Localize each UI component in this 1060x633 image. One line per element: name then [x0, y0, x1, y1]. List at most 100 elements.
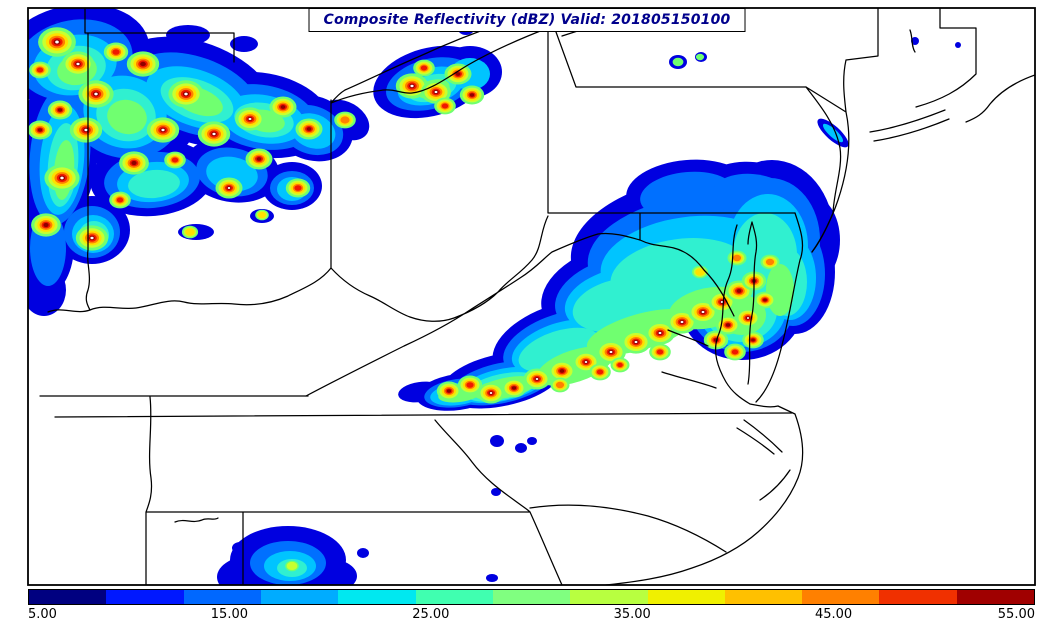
- radar-cell-core: [658, 331, 662, 335]
- radar-cell-core: [90, 236, 94, 240]
- radar-reflectivity-layer: [28, 8, 961, 585]
- radar-cell-ring: [511, 386, 517, 390]
- radar-cell-core: [701, 310, 705, 314]
- radar-cell-ring: [617, 362, 623, 368]
- radar-blob: [128, 169, 180, 199]
- radar-cell-ring: [441, 103, 449, 109]
- radar-cell-ring: [185, 228, 195, 236]
- radar-blob: [515, 443, 527, 453]
- colorbar-segment: [492, 590, 571, 604]
- radar-cell-ring: [286, 561, 298, 571]
- radar-cell-core: [55, 40, 59, 44]
- radar-cell-ring: [732, 254, 742, 262]
- radar-blob: [955, 42, 961, 48]
- colorbar-tick-label: 35.00: [613, 607, 651, 622]
- radar-blob: [486, 574, 498, 582]
- colorbar-segment: [415, 590, 493, 604]
- colorbar-segment: [802, 590, 880, 604]
- radar-cell-core: [680, 320, 684, 324]
- radar-cell-ring: [555, 381, 565, 389]
- radar-cell-ring: [340, 116, 350, 124]
- colorbar-segment: [338, 590, 416, 604]
- radar-cell-ring: [36, 67, 44, 73]
- colorbar-segment: [724, 590, 803, 604]
- radar-cell-ring: [140, 61, 146, 67]
- radar-blob: [911, 37, 919, 45]
- radar-cell-ring: [37, 128, 43, 132]
- plot-title: Composite Reflectivity (dBZ) Valid: 2018…: [323, 12, 731, 28]
- colorbar: [28, 589, 1035, 605]
- radar-cell-core: [184, 92, 188, 96]
- radar-blob: [230, 36, 258, 52]
- colorbar-segment: [956, 590, 1035, 604]
- radar-cell-core: [720, 301, 724, 303]
- radar-blob: [232, 542, 248, 554]
- radar-cell-ring: [306, 127, 312, 131]
- radar-cell-ring: [672, 57, 684, 67]
- radar-cell-core: [609, 350, 613, 354]
- border-ohio-river-appalachia: [47, 215, 735, 397]
- colorbar-tick-label: 55.00: [997, 607, 1035, 622]
- radar-cell-core: [60, 176, 64, 180]
- radar-cell-ring: [695, 268, 705, 276]
- radar-cell-ring: [656, 349, 664, 355]
- radar-cell-core: [584, 361, 588, 363]
- radar-cell-ring: [695, 53, 705, 61]
- radar-cell-ring: [256, 157, 262, 161]
- radar-cell-core: [248, 117, 252, 121]
- radar-cell-ring: [751, 338, 755, 342]
- state-borders: [39, 8, 1035, 585]
- radar-cell-ring: [446, 389, 452, 393]
- radar-blob: [640, 171, 736, 221]
- border-midwest-lines: [84, 8, 807, 311]
- radar-cell-ring: [258, 211, 266, 219]
- colorbar-tick-label: 15.00: [210, 607, 248, 622]
- radar-cell-core: [76, 62, 80, 66]
- colorbar-segment: [29, 590, 107, 604]
- radar-cell-ring: [596, 369, 604, 375]
- colorbar-segment: [647, 590, 725, 604]
- radar-cell-ring: [280, 105, 286, 109]
- radar-cell-ring: [57, 108, 63, 112]
- radar-cell-core: [489, 392, 493, 394]
- colorbar-tick-label: 25.00: [412, 607, 450, 622]
- radar-cell-core: [212, 132, 216, 136]
- radar-cell-ring: [469, 93, 475, 97]
- radar-cell-ring: [725, 323, 731, 327]
- radar-cell-ring: [731, 349, 739, 355]
- radar-blob: [338, 567, 356, 579]
- colorbar-segment: [570, 590, 648, 604]
- radar-blob: [107, 99, 147, 135]
- colorbar-segment: [260, 590, 339, 604]
- radar-blob: [357, 548, 369, 558]
- radar-cell-ring: [763, 298, 767, 302]
- radar-cell-core: [161, 128, 165, 132]
- border-south-lines: [39, 395, 793, 585]
- radar-cell-ring: [466, 382, 474, 388]
- radar-blob: [822, 123, 844, 143]
- radar-cell-core: [84, 128, 88, 132]
- radar-cell-ring: [43, 222, 49, 228]
- radar-cell-ring: [131, 160, 137, 166]
- radar-cell-ring: [171, 157, 179, 163]
- radar-cell-core: [94, 92, 98, 96]
- radar-blob: [491, 488, 501, 496]
- radar-cell-ring: [420, 65, 428, 71]
- radar-blob: [166, 25, 210, 45]
- radar-cell-ring: [736, 289, 742, 293]
- radar-cell-ring: [116, 197, 124, 203]
- border-northeast-lines: [805, 8, 1035, 253]
- border-great-lakes: [330, 8, 683, 104]
- radar-cell-core: [434, 90, 438, 94]
- radar-blob: [490, 435, 504, 447]
- radar-cell-ring: [455, 72, 461, 76]
- colorbar-segment: [183, 590, 261, 604]
- title-box: Composite Reflectivity (dBZ) Valid: 2018…: [308, 8, 746, 32]
- radar-blob: [527, 437, 537, 445]
- radar-cell-core: [634, 340, 638, 344]
- radar-cell-ring: [559, 369, 565, 373]
- radar-cell-core: [227, 187, 231, 189]
- radar-cell-core: [535, 378, 539, 380]
- colorbar-segment: [879, 590, 957, 604]
